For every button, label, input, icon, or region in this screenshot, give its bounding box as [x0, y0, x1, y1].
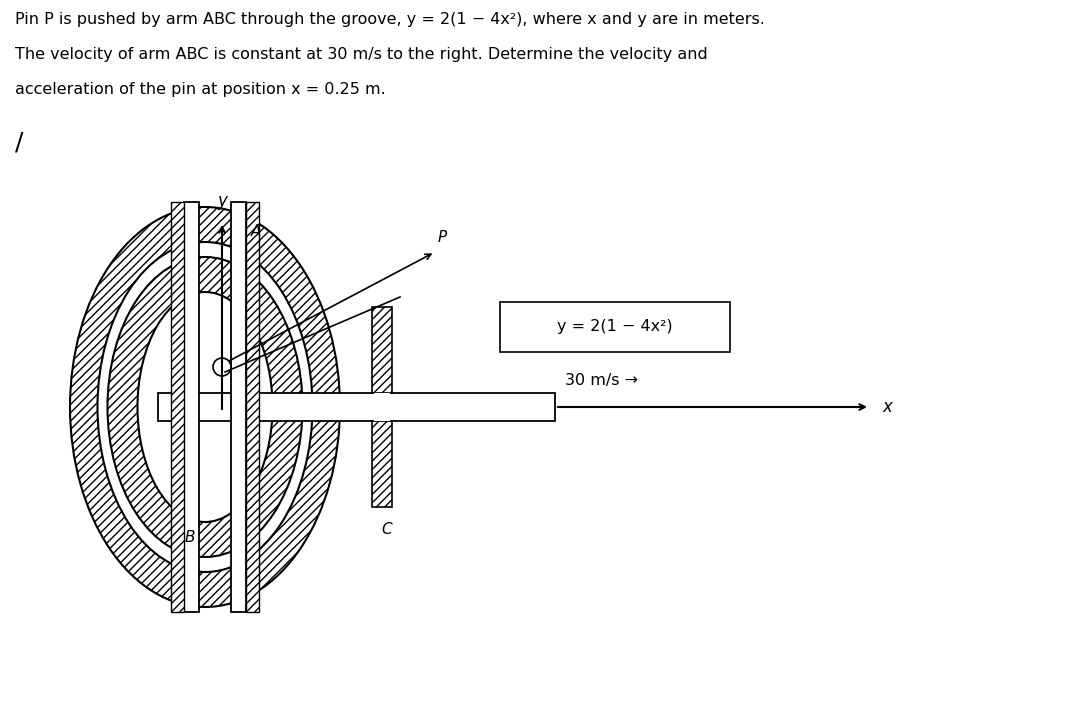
Text: A: A [250, 224, 261, 239]
Text: The velocity of arm ABC is constant at 30 m/s to the right. Determine the veloci: The velocity of arm ABC is constant at 3… [15, 47, 708, 62]
Bar [158, 393, 555, 421]
Bar [231, 202, 246, 612]
Text: Pin P is pushed by arm ABC through the groove, y = 2(1 − 4x²), where x and y are: Pin P is pushed by arm ABC through the g… [15, 12, 765, 27]
Ellipse shape [108, 257, 302, 557]
Bar [372, 307, 392, 393]
Circle shape [213, 358, 231, 376]
Bar [500, 302, 730, 352]
Bar [185, 202, 199, 612]
Text: 30 m/s →: 30 m/s → [565, 372, 638, 387]
Text: y = 2(1 − 4x²): y = 2(1 − 4x²) [557, 320, 673, 335]
Text: acceleration of the pin at position x = 0.25 m.: acceleration of the pin at position x = … [15, 82, 386, 97]
Text: P: P [438, 229, 448, 244]
Text: x: x [882, 398, 892, 416]
Text: C: C [382, 522, 393, 537]
Text: /: / [15, 130, 24, 154]
Text: B: B [185, 530, 195, 545]
Ellipse shape [137, 292, 273, 522]
Ellipse shape [70, 207, 340, 607]
Bar [374, 393, 390, 421]
Text: y: y [217, 192, 227, 210]
Bar [372, 421, 392, 507]
Ellipse shape [97, 242, 313, 572]
Bar [246, 202, 259, 612]
Bar [170, 202, 185, 612]
